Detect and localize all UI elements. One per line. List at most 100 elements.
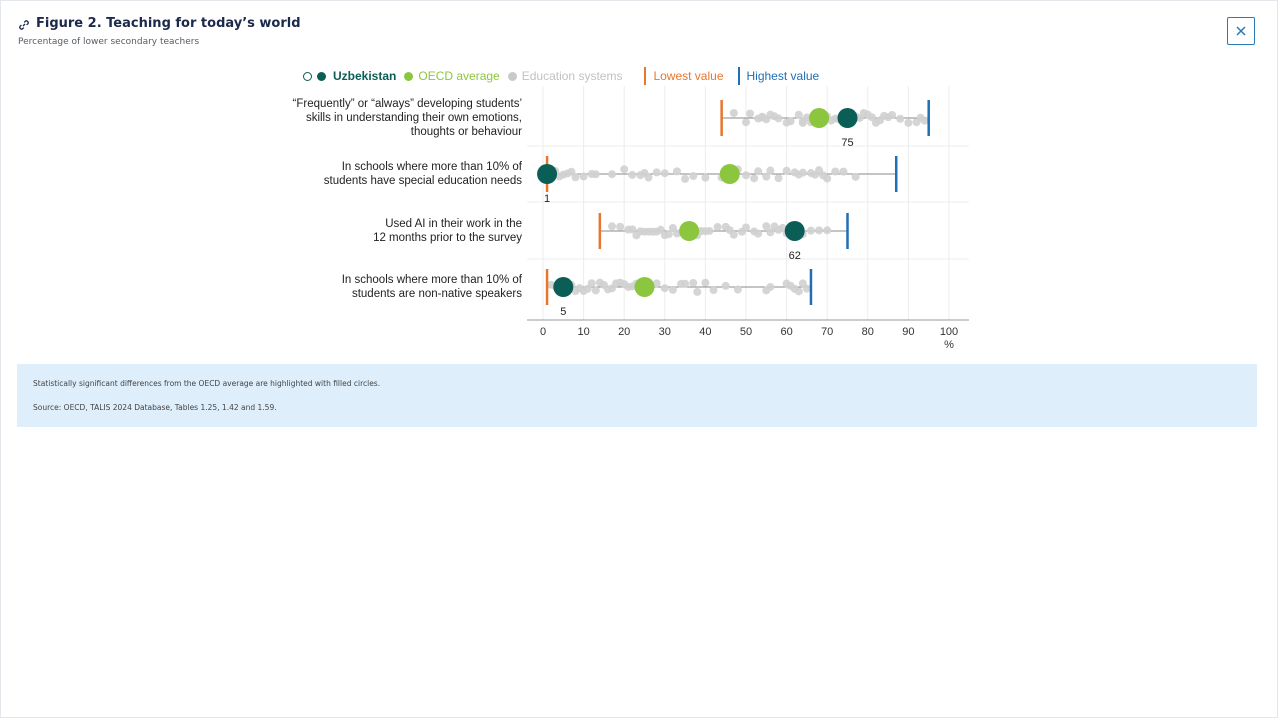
education-system-point xyxy=(733,285,742,294)
row-label: In schools where more than 10% of student… xyxy=(262,273,522,301)
education-system-point xyxy=(583,284,592,293)
education-system-point xyxy=(579,172,588,181)
legend-filled-circle-icon xyxy=(317,71,326,81)
row-label-line: “Frequently” or “always” developing stud… xyxy=(292,98,522,110)
x-tick-label: 30 xyxy=(659,326,671,338)
education-system-point xyxy=(616,222,625,231)
education-system-point xyxy=(652,279,661,288)
x-tick-label: 20 xyxy=(618,326,630,338)
legend-education-label: Education systems xyxy=(521,69,623,83)
education-system-point xyxy=(754,229,763,238)
education-system-point xyxy=(815,226,824,235)
education-system-point xyxy=(668,285,677,294)
education-system-point xyxy=(742,118,750,127)
row-label-line: 12 months prior to the survey xyxy=(373,232,522,244)
education-system-point xyxy=(766,282,775,291)
education-system-point xyxy=(608,222,617,231)
dot-plot-chart: 0 10 20 30 40 50 60 70 80 90 100% 75 1 62 5 xyxy=(527,86,969,351)
uzbekistan-value-label: 62 xyxy=(789,250,801,262)
education-system-point xyxy=(701,278,710,287)
uzbekistan-value-label: 75 xyxy=(841,137,853,149)
significance-note: Statistically significant differences fr… xyxy=(33,379,381,388)
education-system-point xyxy=(567,167,576,176)
education-system-point xyxy=(896,114,905,123)
row-label-line: In schools where more than 10% of xyxy=(341,161,522,173)
row-label-line: thoughts or behaviour xyxy=(410,126,522,138)
education-system-point xyxy=(689,172,698,181)
education-system-point xyxy=(786,117,795,126)
uzbekistan-value-label: 1 xyxy=(544,193,550,205)
uzbekistan-point xyxy=(553,277,574,297)
education-system-point xyxy=(729,109,738,117)
oecd-average-point xyxy=(809,108,830,128)
uzbekistan-value-label: 5 xyxy=(560,306,566,318)
uzbekistan-point xyxy=(537,164,558,184)
legend-open-circle-icon xyxy=(303,71,312,81)
legend-lowest-label: Lowest value xyxy=(653,69,724,83)
education-system-point xyxy=(746,109,755,118)
education-system-point xyxy=(709,286,718,295)
education-system-point xyxy=(729,230,738,239)
education-system-point xyxy=(742,223,750,232)
education-system-point xyxy=(693,287,702,296)
education-system-point xyxy=(766,166,775,175)
education-system-point xyxy=(664,230,673,239)
education-system-point xyxy=(608,170,617,179)
x-tick-label: 50 xyxy=(740,326,752,338)
link-icon[interactable] xyxy=(18,18,30,30)
education-system-point xyxy=(794,287,803,296)
education-system-point xyxy=(660,169,669,178)
education-system-point xyxy=(823,226,832,235)
education-system-point xyxy=(766,228,775,237)
chart-legend: Uzbekistan OECD average Education system… xyxy=(303,67,827,85)
row-label: “Frequently” or “always” developing stud… xyxy=(262,97,522,139)
education-system-point xyxy=(762,172,771,181)
chart-note: Statistically significant differences fr… xyxy=(17,364,1257,427)
education-system-point xyxy=(851,172,860,181)
education-system-point xyxy=(713,223,722,232)
education-system-point xyxy=(839,167,848,176)
legend-oecd-label: OECD average xyxy=(418,69,500,83)
education-system-point xyxy=(705,226,714,235)
education-system-point xyxy=(904,118,913,127)
education-system-point xyxy=(721,281,730,290)
legend-uzbekistan-label: Uzbekistan xyxy=(333,69,397,83)
education-system-point xyxy=(689,278,698,287)
education-system-point xyxy=(672,167,681,176)
legend-oecd-circle-icon xyxy=(404,71,414,81)
legend-uzbekistan: Uzbekistan xyxy=(303,69,396,83)
education-system-point xyxy=(831,167,840,176)
row-label-line: Used AI in their work in the xyxy=(385,218,522,230)
oecd-average-point xyxy=(634,277,655,297)
legend-oecd: OECD average xyxy=(404,69,500,83)
education-system-point xyxy=(701,173,710,182)
education-system-point xyxy=(591,170,600,179)
legend-education-systems: Education systems xyxy=(507,69,623,83)
x-tick-label: 90 xyxy=(902,326,914,338)
chart-area: 0 10 20 30 40 50 60 70 80 90 100% 75 1 62 5 “Frequentl… xyxy=(262,86,969,351)
figure-header: Figure 2. Teaching for today’s world Per… xyxy=(18,16,301,47)
education-system-point xyxy=(628,170,637,179)
row-label-line: skills in understanding their own emotio… xyxy=(305,112,522,124)
x-tick-label: 0 xyxy=(540,326,546,338)
education-system-point xyxy=(802,284,811,293)
legend-lowest-bar-icon xyxy=(644,67,647,85)
oecd-average-point xyxy=(719,164,740,184)
education-system-point xyxy=(587,279,596,288)
education-system-point xyxy=(628,225,637,234)
education-system-point xyxy=(652,168,661,177)
education-system-point xyxy=(668,223,677,232)
row-label: Used AI in their work in the 12 months pr… xyxy=(262,217,522,245)
education-system-point xyxy=(620,165,629,174)
title-row: Figure 2. Teaching for today’s world xyxy=(18,16,301,31)
education-system-point xyxy=(920,116,929,125)
education-system-point xyxy=(742,171,750,180)
education-system-point xyxy=(794,110,803,119)
close-button[interactable] xyxy=(1227,17,1255,45)
row-label-line: In schools where more than 10% of xyxy=(341,274,522,286)
education-system-point xyxy=(806,226,815,235)
row-label: In schools where more than 10% of student… xyxy=(262,160,522,188)
education-system-point xyxy=(798,168,807,177)
education-system-point xyxy=(681,174,690,183)
